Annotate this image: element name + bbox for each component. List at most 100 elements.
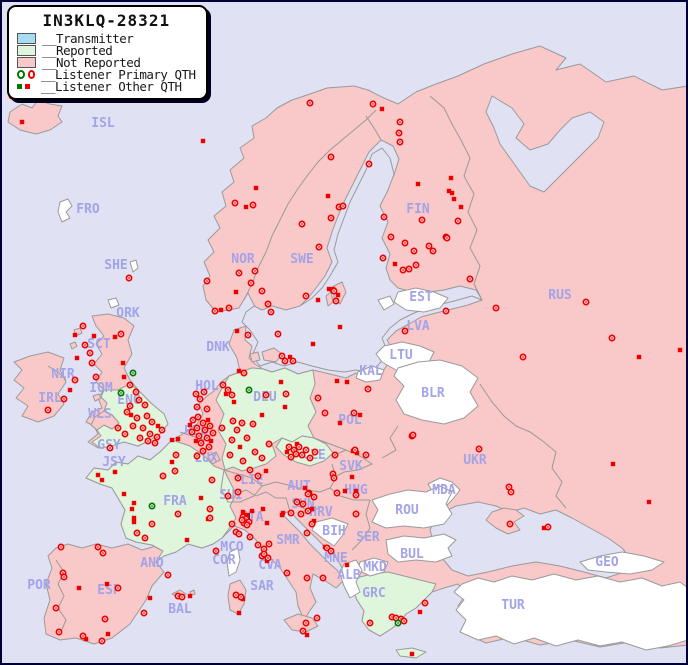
listener-other-qth-marker <box>284 449 290 455</box>
listener-other-qth-marker <box>19 119 25 125</box>
listener-primary-qth-marker <box>224 386 232 394</box>
listener-primary-qth-marker <box>141 401 149 409</box>
listener-other-qth-marker <box>353 488 359 494</box>
listener-primary-qth-marker <box>321 409 329 417</box>
listener-primary-qth-marker <box>412 261 420 269</box>
listener-other-qth-marker <box>121 374 127 380</box>
listener-primary-qth-marker <box>52 604 60 612</box>
listener-other-qth-marker <box>105 631 111 637</box>
listener-other-qth-marker <box>208 438 214 444</box>
listener-primary-qth-marker <box>401 239 409 247</box>
listener-primary-qth-marker <box>79 322 87 330</box>
legend-label: __Not Reported <box>42 54 141 70</box>
listener-primary-qth-marker <box>206 422 214 430</box>
listener-primary-qth-marker <box>129 422 137 430</box>
listener-primary-qth-marker <box>304 490 312 498</box>
listener-other-qth-marker <box>646 499 652 505</box>
listener-primary-qth-marker <box>352 510 360 518</box>
country-label-alb: ALB <box>337 568 361 583</box>
country-label-grc: GRC <box>362 586 385 601</box>
country-label-cor: COR <box>212 553 236 568</box>
listener-other-qth-marker <box>417 609 423 615</box>
listener-primary-qth-marker <box>123 408 131 416</box>
listener-primary-qth-marker <box>429 247 437 255</box>
country-label-pol: POL <box>338 413 362 428</box>
country-label-ser: SER <box>356 530 380 545</box>
reporting-listener-primary-qth-marker <box>245 386 253 394</box>
country-label-tur: TUR <box>501 598 525 613</box>
listener-primary-qth-marker <box>265 440 273 448</box>
listener-other-qth-marker <box>677 347 683 353</box>
region-wales <box>90 410 120 431</box>
listener-primary-qth-marker <box>158 426 166 434</box>
country-label-smr: SMR <box>276 533 300 548</box>
listener-other-qth-marker <box>169 459 175 465</box>
listener-other-qth-marker <box>236 610 242 616</box>
listener-primary-qth-marker <box>143 412 151 420</box>
listener-primary-qth-marker <box>308 520 316 528</box>
listener-primary-qth-marker <box>332 297 340 305</box>
listener-other-qth-marker <box>76 585 82 591</box>
listener-primary-qth-marker <box>260 550 268 558</box>
listener-primary-qth-marker <box>362 451 370 459</box>
listener-other-qth-marker <box>67 387 73 393</box>
country-est <box>393 287 449 313</box>
listener-primary-qth-marker <box>249 201 257 209</box>
primary-qth-marker-icons <box>17 69 35 79</box>
listener-primary-qth-marker <box>396 138 404 146</box>
country-label-and: AND <box>140 556 164 571</box>
country-label-mda: MDA <box>432 483 456 498</box>
listener-other-qth-marker <box>449 190 455 196</box>
listener-primary-qth-marker <box>206 505 214 513</box>
listener-primary-qth-marker <box>303 574 311 582</box>
country-fra <box>85 439 237 563</box>
listener-primary-qth-marker <box>254 472 262 480</box>
listener-primary-qth-marker <box>81 341 89 349</box>
listener-primary-qth-marker <box>141 534 149 542</box>
listener-primary-qth-marker <box>243 521 251 529</box>
listener-primary-qth-marker <box>189 416 197 424</box>
listener-primary-qth-marker <box>311 448 319 456</box>
listener-other-qth-marker <box>104 581 110 587</box>
listener-primary-qth-marker <box>218 424 226 432</box>
listener-primary-qth-marker <box>302 619 310 627</box>
listener-primary-qth-marker <box>171 467 179 475</box>
reporting-listener-primary-qth-marker <box>129 369 137 377</box>
listener-other-qth-marker <box>342 488 348 494</box>
listener-primary-qth-marker <box>225 304 233 312</box>
country-label-rou: ROU <box>395 503 419 518</box>
legend-row-transmitter: __Transmitter <box>17 31 196 46</box>
listener-other-qth-marker <box>260 506 266 512</box>
listener-other-qth-marker <box>223 391 229 397</box>
listener-primary-qth-marker <box>125 274 133 282</box>
listener-primary-qth-marker <box>492 304 500 312</box>
transmitter-swatch <box>17 32 36 44</box>
listener-primary-qth-marker <box>246 533 254 541</box>
listener-other-qth-marker <box>354 450 360 456</box>
listener-primary-qth-marker <box>297 510 305 518</box>
listener-other-qth-marker <box>147 595 153 601</box>
listener-primary-qth-marker <box>339 202 347 210</box>
legend-title: IN3KLQ-28321 <box>42 11 171 30</box>
listener-primary-qth-marker <box>121 430 129 438</box>
country-label-wls: WLS <box>88 407 112 422</box>
listener-primary-qth-marker <box>178 593 186 601</box>
listener-primary-qth-marker <box>146 430 154 438</box>
legend-label: __Reported <box>42 42 113 58</box>
legend-row-primary-qth: __Listener Primary QTH <box>17 67 196 82</box>
listener-primary-qth-marker <box>302 446 310 454</box>
listener-other-qth-marker <box>131 500 137 506</box>
listener-other-qth-marker <box>310 341 316 347</box>
listener-primary-qth-marker <box>148 418 156 426</box>
listener-primary-qth-marker <box>240 369 248 377</box>
country-label-bih: BIH <box>322 524 345 539</box>
listener-markers <box>8 91 683 657</box>
listener-primary-qth-marker <box>94 543 102 551</box>
listener-other-qth-marker <box>448 175 454 181</box>
listener-other-qth-marker <box>253 185 259 191</box>
listener-primary-qth-marker <box>203 405 211 413</box>
listener-other-qth-marker <box>240 509 246 515</box>
country-label-ukr: UKR <box>463 453 487 468</box>
listener-other-qth-marker <box>99 477 105 483</box>
